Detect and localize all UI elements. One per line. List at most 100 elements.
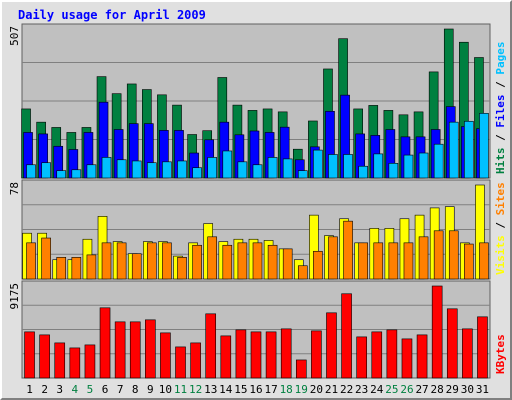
bar-sites-day-27 <box>418 236 429 280</box>
bar-kbytes-day-2 <box>39 334 50 379</box>
bar-kbytes-day-20 <box>311 330 322 379</box>
x-tick-label-day-2: 2 <box>41 383 48 396</box>
bar-kbytes-day-30 <box>462 328 473 379</box>
legend-item-visits: Visits <box>494 235 507 275</box>
x-tick-label-day-6: 6 <box>102 383 109 396</box>
bar-kbytes-day-5 <box>84 344 96 379</box>
x-tick-label-day-14: 14 <box>219 383 233 396</box>
x-tick-label-day-15: 15 <box>234 383 247 396</box>
bar-kbytes-day-27 <box>416 334 428 379</box>
x-tick-label-day-20: 20 <box>310 383 323 396</box>
bar-pages-day-30 <box>464 120 474 179</box>
bar-pages-day-18 <box>282 158 293 179</box>
legend-separator: / <box>494 75 507 95</box>
x-tick-label-day-12: 12 <box>189 383 202 396</box>
bar-kbytes-day-19 <box>295 359 307 379</box>
bar-sites-day-31 <box>479 242 489 280</box>
x-tick-label-day-22: 22 <box>340 383 353 396</box>
bar-kbytes-day-21 <box>326 312 337 379</box>
bar-pages-day-4 <box>71 169 82 179</box>
bar-kbytes-day-3 <box>54 342 66 379</box>
bar-kbytes-day-18 <box>280 328 292 379</box>
bar-kbytes-day-26 <box>401 338 413 379</box>
x-tick-label-day-18: 18 <box>280 383 293 396</box>
bar-sites-day-21 <box>328 236 338 280</box>
bar-kbytes-day-8 <box>129 321 141 379</box>
bar-sites-day-12 <box>192 244 202 280</box>
bar-sites-day-7 <box>116 242 127 280</box>
bar-pages-day-6 <box>101 157 112 179</box>
x-tick-label-day-30: 30 <box>461 383 474 396</box>
bar-kbytes-day-29 <box>446 308 458 379</box>
legend-panel-2: Visits / Sites <box>494 182 507 275</box>
bar-sites-day-28 <box>433 230 444 280</box>
bar-sites-day-22 <box>343 220 353 280</box>
x-tick-label-day-1: 1 <box>26 383 33 396</box>
bar-sites-day-4 <box>71 257 82 280</box>
x-tick-label-day-24: 24 <box>370 383 384 396</box>
x-tick-label-day-23: 23 <box>355 383 368 396</box>
x-tick-label-day-3: 3 <box>56 383 63 396</box>
y-max-label-panel-3: 9175 <box>8 283 21 310</box>
bar-pages-day-7 <box>116 159 127 179</box>
x-tick-label-day-7: 7 <box>117 383 124 396</box>
x-tick-label-day-25: 25 <box>385 383 398 396</box>
bar-kbytes-day-7 <box>114 321 126 379</box>
bar-sites-day-15 <box>237 242 248 280</box>
bar-kbytes-day-31 <box>477 316 488 379</box>
legend-item-sites: Sites <box>494 182 507 215</box>
bar-sites-day-20 <box>313 250 323 280</box>
bar-kbytes-day-28 <box>431 285 443 379</box>
bar-pages-day-31 <box>479 113 489 179</box>
bar-kbytes-day-6 <box>99 307 111 379</box>
bar-sites-day-14 <box>222 244 233 280</box>
legend-item-kbytes: KBytes <box>494 334 507 374</box>
bar-sites-day-6 <box>101 242 112 280</box>
x-tick-label-day-17: 17 <box>264 383 277 396</box>
bar-pages-day-24 <box>373 153 384 179</box>
bar-kbytes-day-17 <box>265 331 277 379</box>
bar-pages-day-29 <box>448 121 459 179</box>
bar-sites-day-23 <box>358 242 368 280</box>
x-tick-label-day-28: 28 <box>431 383 444 396</box>
bar-kbytes-day-1 <box>24 331 35 379</box>
bar-kbytes-day-10 <box>160 332 171 379</box>
bar-sites-day-1 <box>26 242 36 280</box>
x-tick-label-day-26: 26 <box>400 383 413 396</box>
bar-kbytes-day-11 <box>175 346 186 379</box>
bar-sites-day-9 <box>147 242 157 280</box>
bar-pages-day-25 <box>388 163 399 179</box>
x-tick-label-day-9: 9 <box>147 383 154 396</box>
bar-pages-day-11 <box>177 160 187 179</box>
bar-kbytes-day-13 <box>205 313 217 379</box>
bar-sites-day-11 <box>177 257 187 280</box>
x-tick-label-day-8: 8 <box>132 383 139 396</box>
bar-pages-day-3 <box>56 170 67 179</box>
bar-sites-day-24 <box>373 242 384 280</box>
bar-pages-day-21 <box>328 154 338 179</box>
legend-panel-1: Hits / Files / Pages <box>494 42 507 175</box>
legend-item-hits: Hits <box>494 148 507 175</box>
x-tick-label-day-11: 11 <box>174 383 187 396</box>
bar-kbytes-day-15 <box>235 329 247 379</box>
bar-pages-day-8 <box>131 160 142 179</box>
bar-sites-day-10 <box>162 242 172 280</box>
x-tick-label-day-31: 31 <box>476 383 489 396</box>
bar-pages-day-17 <box>267 157 278 179</box>
x-tick-label-day-21: 21 <box>325 383 338 396</box>
bar-kbytes-day-22 <box>341 293 352 379</box>
bar-pages-day-9 <box>147 162 157 179</box>
bar-pages-day-10 <box>162 161 172 179</box>
bar-sites-day-25 <box>388 242 399 280</box>
bar-kbytes-day-14 <box>220 335 232 379</box>
chart-title: Daily usage for April 2009 <box>18 8 206 22</box>
y-max-label-panel-1: 507 <box>8 26 21 46</box>
bar-pages-day-27 <box>418 152 429 179</box>
bar-sites-day-26 <box>403 242 414 280</box>
bar-kbytes-day-16 <box>250 331 262 379</box>
bar-pages-day-28 <box>433 143 444 179</box>
bar-kbytes-day-4 <box>69 347 81 379</box>
x-tick-label-day-16: 16 <box>249 383 262 396</box>
x-tick-label-day-10: 10 <box>159 383 172 396</box>
